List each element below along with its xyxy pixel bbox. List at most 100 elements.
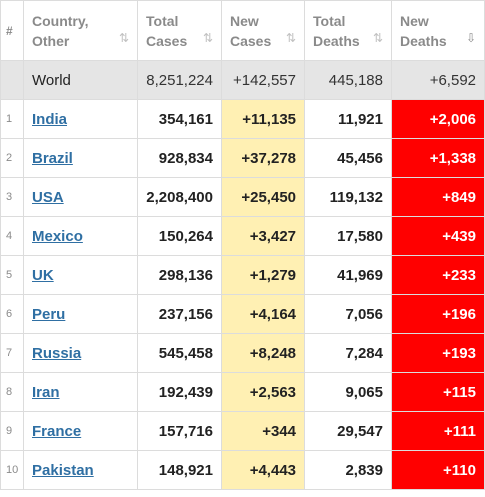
header-new-deaths-label: New Deaths <box>400 12 447 49</box>
country-link[interactable]: UK <box>32 266 54 284</box>
sort-arrows-icon[interactable]: ⇅ <box>118 31 129 45</box>
world-new-deaths: +6,592 <box>391 60 485 100</box>
world-total-deaths: 445,188 <box>304 60 392 100</box>
country-link[interactable]: Peru <box>32 305 66 323</box>
world-new-cases: +142,557 <box>221 60 305 100</box>
new-deaths-cell: +233 <box>391 255 485 295</box>
country-cell: UK <box>23 255 138 295</box>
total-deaths-cell: 2,839 <box>304 450 392 490</box>
total-deaths-cell: 17,580 <box>304 216 392 256</box>
new-cases-cell: +25,450 <box>221 177 305 217</box>
total-deaths-cell: 45,456 <box>304 138 392 178</box>
table-row: 3 USA 2,208,400 +25,450 119,132 +849 <box>0 177 485 217</box>
row-rank: 8 <box>0 372 24 412</box>
header-new-deaths[interactable]: New Deaths ⇩ <box>391 0 485 61</box>
sort-arrows-icon[interactable]: ⇅ <box>202 31 213 45</box>
total-deaths-cell: 119,132 <box>304 177 392 217</box>
new-cases-cell: +11,135 <box>221 99 305 139</box>
table-row: 7 Russia 545,458 +8,248 7,284 +193 <box>0 333 485 373</box>
sort-arrows-icon[interactable]: ⇅ <box>285 31 296 45</box>
country-link[interactable]: France <box>32 422 82 440</box>
row-rank: 2 <box>0 138 24 178</box>
world-total-cases: 8,251,224 <box>137 60 222 100</box>
country-link[interactable]: India <box>32 110 68 128</box>
total-cases-cell: 928,834 <box>137 138 222 178</box>
new-cases-cell: +2,563 <box>221 372 305 412</box>
total-deaths-cell: 7,284 <box>304 333 392 373</box>
total-deaths-cell: 11,921 <box>304 99 392 139</box>
sort-descending-icon[interactable]: ⇩ <box>465 31 476 45</box>
table-row: 4 Mexico 150,264 +3,427 17,580 +439 <box>0 216 485 256</box>
total-cases-cell: 237,156 <box>137 294 222 334</box>
country-cell: Brazil <box>23 138 138 178</box>
country-cell: Peru <box>23 294 138 334</box>
country-cell: Mexico <box>23 216 138 256</box>
new-cases-cell: +1,279 <box>221 255 305 295</box>
country-link[interactable]: Iran <box>32 383 60 401</box>
total-cases-cell: 545,458 <box>137 333 222 373</box>
total-cases-cell: 157,716 <box>137 411 222 451</box>
table-row: 6 Peru 237,156 +4,164 7,056 +196 <box>0 294 485 334</box>
header-total-cases-label: Total Cases <box>146 12 188 49</box>
row-rank: 4 <box>0 216 24 256</box>
new-deaths-cell: +193 <box>391 333 485 373</box>
new-deaths-cell: +196 <box>391 294 485 334</box>
sort-arrows-icon[interactable]: ⇅ <box>372 31 383 45</box>
row-rank: 9 <box>0 411 24 451</box>
world-label: World <box>23 60 138 100</box>
new-deaths-cell: +439 <box>391 216 485 256</box>
table-row: 8 Iran 192,439 +2,563 9,065 +115 <box>0 372 485 412</box>
new-deaths-cell: +1,338 <box>391 138 485 178</box>
header-total-cases[interactable]: Total Cases ⇅ <box>137 0 222 61</box>
country-cell: USA <box>23 177 138 217</box>
header-new-cases[interactable]: New Cases ⇅ <box>221 0 305 61</box>
new-cases-cell: +4,164 <box>221 294 305 334</box>
country-link[interactable]: Mexico <box>32 227 83 245</box>
total-cases-cell: 148,921 <box>137 450 222 490</box>
country-link[interactable]: Brazil <box>32 149 73 167</box>
total-deaths-cell: 41,969 <box>304 255 392 295</box>
total-cases-cell: 298,136 <box>137 255 222 295</box>
row-rank: 7 <box>0 333 24 373</box>
new-deaths-cell: +111 <box>391 411 485 451</box>
new-deaths-cell: +2,006 <box>391 99 485 139</box>
row-rank: 10 <box>0 450 24 490</box>
total-cases-cell: 192,439 <box>137 372 222 412</box>
header-rank: # <box>0 0 24 61</box>
country-cell: Russia <box>23 333 138 373</box>
header-new-cases-label: New Cases <box>230 12 272 49</box>
table-row: 2 Brazil 928,834 +37,278 45,456 +1,338 <box>0 138 485 178</box>
table-row: 9 France 157,716 +344 29,547 +111 <box>0 411 485 451</box>
world-row: World 8,251,224 +142,557 445,188 +6,592 <box>0 60 485 100</box>
country-link[interactable]: USA <box>32 188 64 206</box>
header-total-deaths[interactable]: Total Deaths ⇅ <box>304 0 392 61</box>
world-rank <box>0 60 24 100</box>
new-deaths-cell: +110 <box>391 450 485 490</box>
row-rank: 6 <box>0 294 24 334</box>
table-row: 5 UK 298,136 +1,279 41,969 +233 <box>0 255 485 295</box>
row-rank: 1 <box>0 99 24 139</box>
country-cell: India <box>23 99 138 139</box>
table-row: 10 Pakistan 148,921 +4,443 2,839 +110 <box>0 450 485 490</box>
total-cases-cell: 354,161 <box>137 99 222 139</box>
total-cases-cell: 2,208,400 <box>137 177 222 217</box>
header-country[interactable]: Country, Other ⇅ <box>23 0 138 61</box>
new-deaths-cell: +115 <box>391 372 485 412</box>
new-cases-cell: +4,443 <box>221 450 305 490</box>
row-rank: 5 <box>0 255 24 295</box>
row-rank: 3 <box>0 177 24 217</box>
total-cases-cell: 150,264 <box>137 216 222 256</box>
country-link[interactable]: Pakistan <box>32 461 94 479</box>
header-total-deaths-label: Total Deaths <box>313 12 360 49</box>
header-country-label: Country, Other <box>32 12 89 49</box>
table-row: 1 India 354,161 +11,135 11,921 +2,006 <box>0 99 485 139</box>
total-deaths-cell: 29,547 <box>304 411 392 451</box>
country-cell: Pakistan <box>23 450 138 490</box>
new-cases-cell: +37,278 <box>221 138 305 178</box>
country-link[interactable]: Russia <box>32 344 82 362</box>
total-deaths-cell: 9,065 <box>304 372 392 412</box>
header-row: # Country, Other ⇅ Total Cases ⇅ New Cases … <box>0 0 485 61</box>
new-deaths-cell: +849 <box>391 177 485 217</box>
country-cell: France <box>23 411 138 451</box>
